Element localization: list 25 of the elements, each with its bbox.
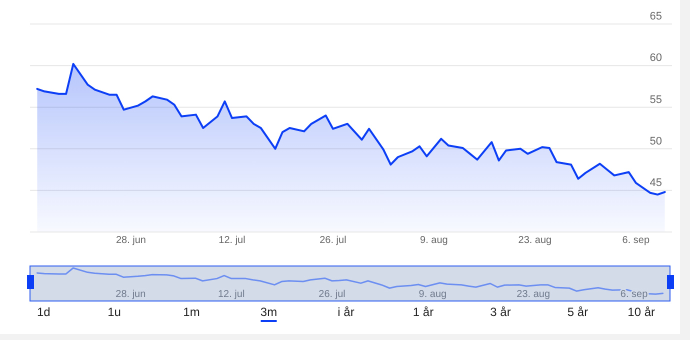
x-tick-label: 23. aug	[518, 235, 552, 246]
y-tick-label: 65	[650, 10, 662, 23]
x-tick-label: 12. jul	[218, 235, 246, 246]
text: 10 år	[628, 305, 655, 319]
text: i år	[338, 305, 354, 319]
x-tick-label: 6. sep	[622, 235, 650, 246]
x-tick-label: 26. jul	[320, 235, 346, 246]
text: 1u	[108, 305, 121, 319]
text: 5 år	[567, 305, 588, 319]
x-tick-label: 26. jul	[318, 289, 346, 300]
x-tick-label: 9. aug	[418, 289, 447, 300]
y-tick-label: 45	[650, 177, 662, 189]
x-tick-label: 28. jun	[116, 235, 146, 246]
text: 1d	[37, 305, 50, 319]
text: 1m	[183, 305, 200, 319]
x-tick-label: 12. jul	[218, 289, 245, 300]
y-tick-label: 50	[650, 135, 662, 148]
text: 3 år	[490, 305, 511, 319]
x-tick-label: 23. aug	[516, 289, 550, 300]
text: 1 år	[412, 305, 434, 319]
x-tick-label: 28. jun	[116, 289, 146, 300]
text: 3m	[260, 305, 278, 319]
y-tick-label: 55	[650, 94, 662, 106]
x-tick-label: 9. aug	[420, 235, 448, 246]
y-tick-label: 60	[650, 52, 662, 64]
